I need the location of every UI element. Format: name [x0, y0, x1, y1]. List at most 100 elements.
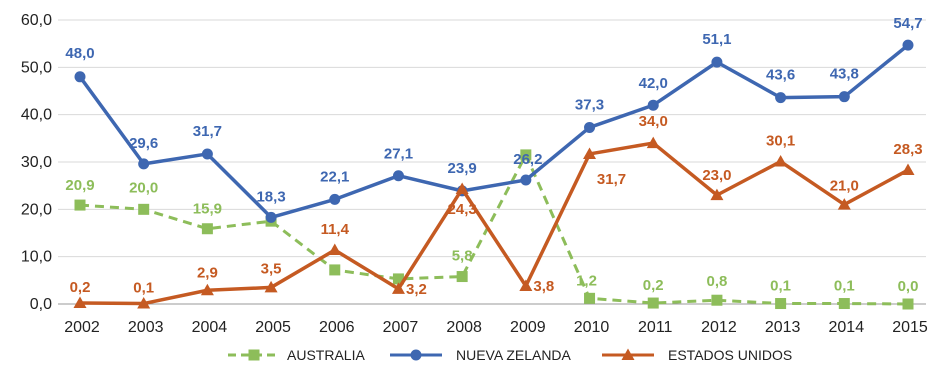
y-tick-label: 20,0: [21, 201, 52, 218]
x-tick-label: 2007: [383, 319, 419, 336]
data-label: 48,0: [65, 45, 94, 62]
data-point: [248, 349, 260, 361]
data-label: 0,1: [834, 278, 855, 295]
data-label: 54,7: [893, 15, 922, 32]
data-label: 0,8: [706, 273, 727, 290]
legend-label: AUSTRALIA: [287, 347, 365, 363]
data-labels: 20,9 20,0 15,9 5,8 1,2 0,2 0,8 0,1 0,1 0,0 48,0 29,…: [65, 15, 922, 298]
x-tick-label: 2003: [128, 319, 164, 336]
data-label: 29,6: [129, 135, 158, 152]
data-label: 20,9: [65, 177, 94, 194]
data-point: [647, 297, 659, 309]
data-point: [838, 298, 850, 310]
data-label: 15,9: [193, 201, 222, 218]
data-label: 28,3: [893, 141, 922, 158]
data-point: [391, 282, 405, 294]
data-point: [392, 273, 404, 285]
data-point: [201, 223, 213, 235]
data-point: [74, 199, 86, 211]
data-label: 24,3: [448, 201, 477, 218]
series-estados-unidos: [73, 136, 915, 309]
data-label: 27,1: [384, 146, 413, 163]
x-tick-label: 2006: [319, 319, 355, 336]
data-point: [901, 163, 915, 176]
data-point: [837, 198, 851, 210]
data-point: [621, 348, 635, 360]
gridlines: [58, 19, 926, 305]
axes: 0,0 10,0 20,0 30,0 40,0 50,0 60,0 2002 2003 2004 2…: [21, 12, 928, 336]
data-point: [329, 264, 341, 276]
data-label: 23,0: [702, 167, 731, 184]
x-tick-label: 2002: [64, 319, 100, 336]
legend-item: AUSTRALIA: [228, 347, 365, 363]
data-point: [711, 56, 723, 68]
data-point: [73, 296, 87, 309]
data-point: [774, 155, 788, 167]
data-point: [138, 158, 150, 170]
data-point: [137, 297, 151, 309]
data-point: [647, 99, 659, 111]
data-point: [456, 271, 468, 283]
series-australia: [74, 149, 914, 310]
data-label: 22,1: [320, 168, 349, 185]
data-label: 11,4: [321, 221, 350, 238]
legend-item: NUEVA ZELANDA: [390, 347, 572, 363]
data-point: [200, 283, 214, 296]
x-tick-label: 2008: [446, 319, 482, 336]
y-tick-label: 60,0: [21, 12, 52, 29]
data-point: [646, 136, 660, 149]
data-label: 31,7: [597, 171, 626, 188]
data-label: 0,1: [133, 280, 154, 297]
data-point: [520, 174, 532, 186]
data-point: [328, 243, 342, 256]
data-label: 3,8: [533, 278, 554, 295]
y-tick-label: 30,0: [21, 154, 52, 171]
data-label: 42,0: [639, 75, 668, 92]
data-point: [138, 203, 150, 215]
data-point: [902, 298, 914, 310]
data-point: [329, 193, 341, 205]
y-tick-label: 10,0: [21, 249, 52, 266]
x-tick-label: 2005: [255, 319, 291, 336]
data-point: [902, 39, 914, 51]
legend-label: ESTADOS UNIDOS: [668, 347, 792, 363]
data-label: 3,2: [406, 281, 427, 298]
data-label: 51,1: [702, 31, 731, 48]
data-point: [455, 182, 469, 194]
x-tick-label: 2011: [638, 319, 673, 336]
data-point: [264, 280, 278, 293]
y-tick-label: 0,0: [30, 296, 52, 313]
legend: AUSTRALIA NUEVA ZELANDA ESTADOS UNIDOS: [228, 347, 792, 363]
data-label: 43,8: [830, 66, 859, 83]
data-label: 0,2: [643, 277, 664, 294]
data-label: 0,0: [898, 278, 919, 295]
x-tick-label: 2014: [829, 319, 865, 336]
y-tick-label: 40,0: [21, 107, 52, 124]
x-tick-label: 2009: [510, 319, 546, 336]
data-point: [584, 121, 596, 133]
data-label: 34,0: [639, 113, 668, 130]
data-label: 0,2: [70, 279, 91, 296]
data-point: [711, 294, 723, 306]
data-label: 18,3: [256, 188, 285, 205]
data-point: [410, 349, 422, 361]
data-point: [519, 279, 533, 292]
data-label: 20,0: [129, 179, 158, 196]
series-line: [78, 43, 910, 220]
data-label: 30,1: [766, 133, 795, 150]
legend-item: ESTADOS UNIDOS: [602, 347, 792, 363]
data-label: 43,6: [766, 67, 795, 84]
data-label: 2,9: [197, 264, 218, 281]
y-tick-label: 50,0: [21, 59, 52, 76]
data-point: [583, 147, 597, 159]
series-lines: [73, 39, 915, 310]
legend-label: NUEVA ZELANDA: [456, 347, 572, 363]
data-point: [710, 188, 724, 201]
data-point: [74, 71, 86, 83]
data-point: [265, 211, 277, 223]
data-point: [838, 91, 850, 103]
data-label: 0,1: [770, 278, 791, 295]
data-point: [775, 92, 787, 104]
